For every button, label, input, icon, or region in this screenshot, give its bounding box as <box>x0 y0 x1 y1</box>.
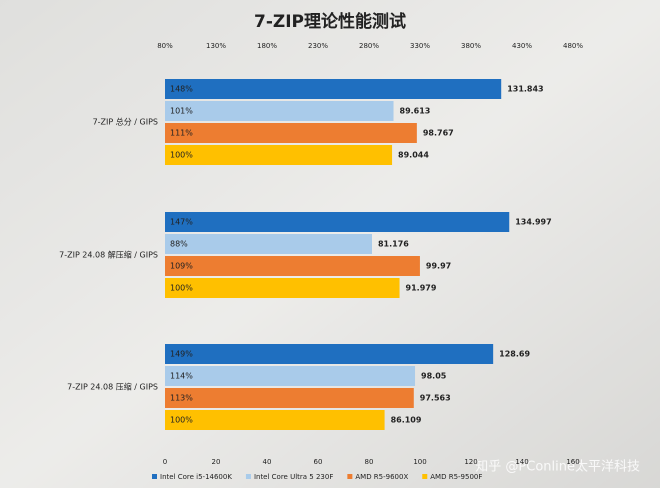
x-tick-label: 80 <box>365 458 374 466</box>
percent-label: 88% <box>170 240 188 249</box>
bar <box>165 366 416 386</box>
bar <box>165 234 372 254</box>
percent-label: 101% <box>170 107 193 116</box>
value-label: 91.979 <box>406 284 437 293</box>
x-tick-label: 0 <box>163 458 167 466</box>
legend-swatch <box>152 474 157 479</box>
x-tick-label: 120 <box>464 458 477 466</box>
percent-label: 148% <box>170 85 193 94</box>
value-label: 134.997 <box>515 218 551 227</box>
value-label: 97.563 <box>420 394 451 403</box>
bar <box>165 123 417 143</box>
percent-label: 100% <box>170 284 193 293</box>
legend-label: Intel Core Ultra 5 230F <box>254 473 333 481</box>
x2-tick-label: 80% <box>157 42 173 50</box>
chart-title: 7-ZIP理论性能测试 <box>254 11 406 32</box>
percent-label: 114% <box>170 372 193 381</box>
bar <box>165 344 494 364</box>
x2-tick-label: 380% <box>461 42 481 50</box>
percent-label: 147% <box>170 218 193 227</box>
bar <box>165 79 502 99</box>
bar <box>165 101 394 121</box>
legend-label: AMD R5-9600X <box>355 473 408 481</box>
watermark: 知乎 @PConline太平洋科技 <box>475 459 640 475</box>
value-label: 99.97 <box>426 262 451 271</box>
value-label: 86.109 <box>391 416 422 425</box>
value-label: 89.613 <box>400 107 431 116</box>
legend-swatch <box>347 474 353 479</box>
bar <box>165 212 510 232</box>
x-tick-label: 100 <box>413 458 426 466</box>
x2-tick-label: 230% <box>308 42 328 50</box>
x2-tick-label: 430% <box>512 42 532 50</box>
x2-tick-label: 330% <box>410 42 430 50</box>
bar <box>165 388 414 408</box>
value-label: 98.767 <box>423 129 454 138</box>
x2-tick-label: 480% <box>563 42 583 50</box>
value-label: 128.69 <box>499 350 530 359</box>
x-tick-label: 40 <box>263 458 272 466</box>
value-label: 89.044 <box>398 151 429 160</box>
x2-tick-label: 130% <box>206 42 226 50</box>
category-label: 7-ZIP 24.08 压缩 / GIPS <box>67 382 158 392</box>
x-tick-label: 140 <box>515 458 528 466</box>
value-label: 98.05 <box>421 372 447 381</box>
value-label: 131.843 <box>507 85 543 94</box>
percent-label: 113% <box>170 394 193 403</box>
percent-label: 100% <box>170 151 193 160</box>
percent-label: 109% <box>170 262 193 271</box>
bar <box>165 145 393 165</box>
legend-swatch <box>422 474 428 479</box>
percent-label: 100% <box>170 416 193 425</box>
x-tick-label: 20 <box>212 458 221 466</box>
legend-label: AMD R5-9500F <box>430 473 482 481</box>
legend-swatch <box>245 474 251 479</box>
category-label: 7-ZIP 24.08 解压缩 / GIPS <box>59 250 158 260</box>
value-label: 81.176 <box>378 240 409 249</box>
category-label: 7-ZIP 总分 / GIPS <box>93 117 158 127</box>
bar <box>165 278 400 298</box>
bar <box>165 256 420 276</box>
x2-tick-label: 180% <box>257 42 277 50</box>
x2-tick-label: 280% <box>359 42 379 50</box>
percent-label: 149% <box>170 350 193 359</box>
percent-label: 111% <box>170 129 193 138</box>
x-tick-label: 160 <box>566 458 579 466</box>
x-tick-label: 60 <box>314 458 323 466</box>
bar <box>165 410 385 430</box>
legend-label: Intel Core i5-14600K <box>160 473 232 481</box>
